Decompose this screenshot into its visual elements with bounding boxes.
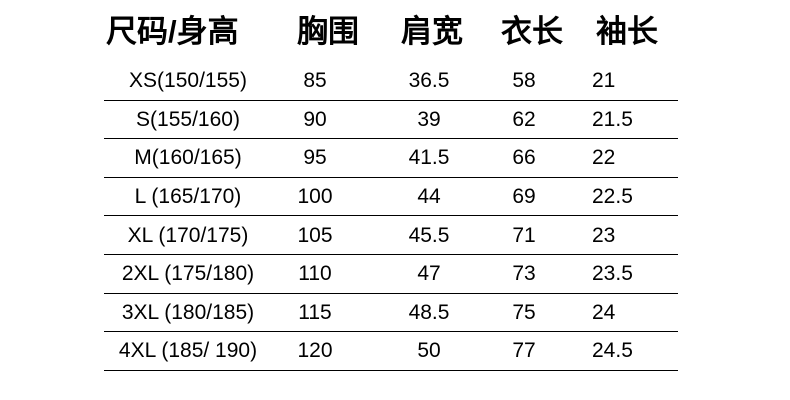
cell-sleeve: 21.5: [580, 100, 678, 140]
table-body: XS(150/155) 85 36.5 58 21 S(155/160) 90 …: [104, 62, 678, 371]
cell-chest: 105: [276, 215, 380, 255]
cell-shoulder: 44: [380, 177, 484, 217]
cell-sleeve: 23.5: [580, 254, 678, 294]
cell-chest: 110: [276, 254, 380, 294]
cell-length: 62: [484, 100, 580, 140]
cell-length: 75: [484, 293, 580, 333]
cell-size: 2XL (175/180): [104, 254, 276, 294]
column-header-chest: 胸围: [297, 13, 359, 49]
column-header-sleeve: 袖长: [596, 13, 658, 49]
table-row: L (165/170) 100 44 69 22.5: [104, 177, 678, 217]
cell-sleeve: 22: [580, 138, 678, 178]
table-header: 尺码/身高 胸围 肩宽 衣长 袖长: [104, 0, 678, 62]
cell-length: 77: [484, 331, 580, 371]
cell-size: M(160/165): [104, 138, 276, 178]
table-row: 2XL (175/180) 110 47 73 23.5: [104, 254, 678, 294]
cell-shoulder: 47: [380, 254, 484, 294]
cell-size: L (165/170): [104, 177, 276, 217]
cell-shoulder: 39: [380, 100, 484, 140]
cell-length: 71: [484, 215, 580, 255]
cell-shoulder: 48.5: [380, 293, 484, 333]
cell-chest: 120: [276, 331, 380, 371]
cell-shoulder: 50: [380, 331, 484, 371]
table-row: XL (170/175) 105 45.5 71 23: [104, 215, 678, 255]
cell-size: XS(150/155): [104, 62, 276, 101]
column-header-shoulder: 肩宽: [401, 13, 463, 49]
cell-sleeve: 24: [580, 293, 678, 333]
size-chart-table: 尺码/身高 胸围 肩宽 衣长 袖长 XS(150/155) 85 36.5 58…: [104, 0, 678, 371]
cell-sleeve: 24.5: [580, 331, 678, 371]
column-header-length: 衣长: [501, 13, 563, 49]
table-row: 3XL (180/185) 115 48.5 75 24: [104, 293, 678, 333]
cell-size: S(155/160): [104, 100, 276, 140]
cell-length: 58: [484, 62, 580, 101]
cell-length: 73: [484, 254, 580, 294]
cell-sleeve: 23: [580, 215, 678, 255]
cell-chest: 95: [276, 138, 380, 178]
size-chart-container: 尺码/身高 胸围 肩宽 衣长 袖长 XS(150/155) 85 36.5 58…: [104, 0, 678, 400]
cell-length: 66: [484, 138, 580, 178]
cell-size: 4XL (185/ 190): [104, 331, 276, 371]
column-header-size: 尺码/身高: [106, 13, 239, 49]
table-row: 4XL (185/ 190) 120 50 77 24.5: [104, 331, 678, 371]
header-row: 尺码/身高 胸围 肩宽 衣长 袖长: [104, 0, 678, 62]
table-row: S(155/160) 90 39 62 21.5: [104, 100, 678, 140]
cell-chest: 90: [276, 100, 380, 140]
cell-size: XL (170/175): [104, 215, 276, 255]
table-row: M(160/165) 95 41.5 66 22: [104, 138, 678, 178]
cell-chest: 85: [276, 62, 380, 101]
cell-shoulder: 41.5: [380, 138, 484, 178]
cell-sleeve: 22.5: [580, 177, 678, 217]
cell-shoulder: 36.5: [380, 62, 484, 101]
cell-chest: 100: [276, 177, 380, 217]
cell-sleeve: 21: [580, 62, 678, 101]
cell-length: 69: [484, 177, 580, 217]
cell-chest: 115: [276, 293, 380, 333]
table-row: XS(150/155) 85 36.5 58 21: [104, 62, 678, 101]
cell-size: 3XL (180/185): [104, 293, 276, 333]
cell-shoulder: 45.5: [380, 215, 484, 255]
